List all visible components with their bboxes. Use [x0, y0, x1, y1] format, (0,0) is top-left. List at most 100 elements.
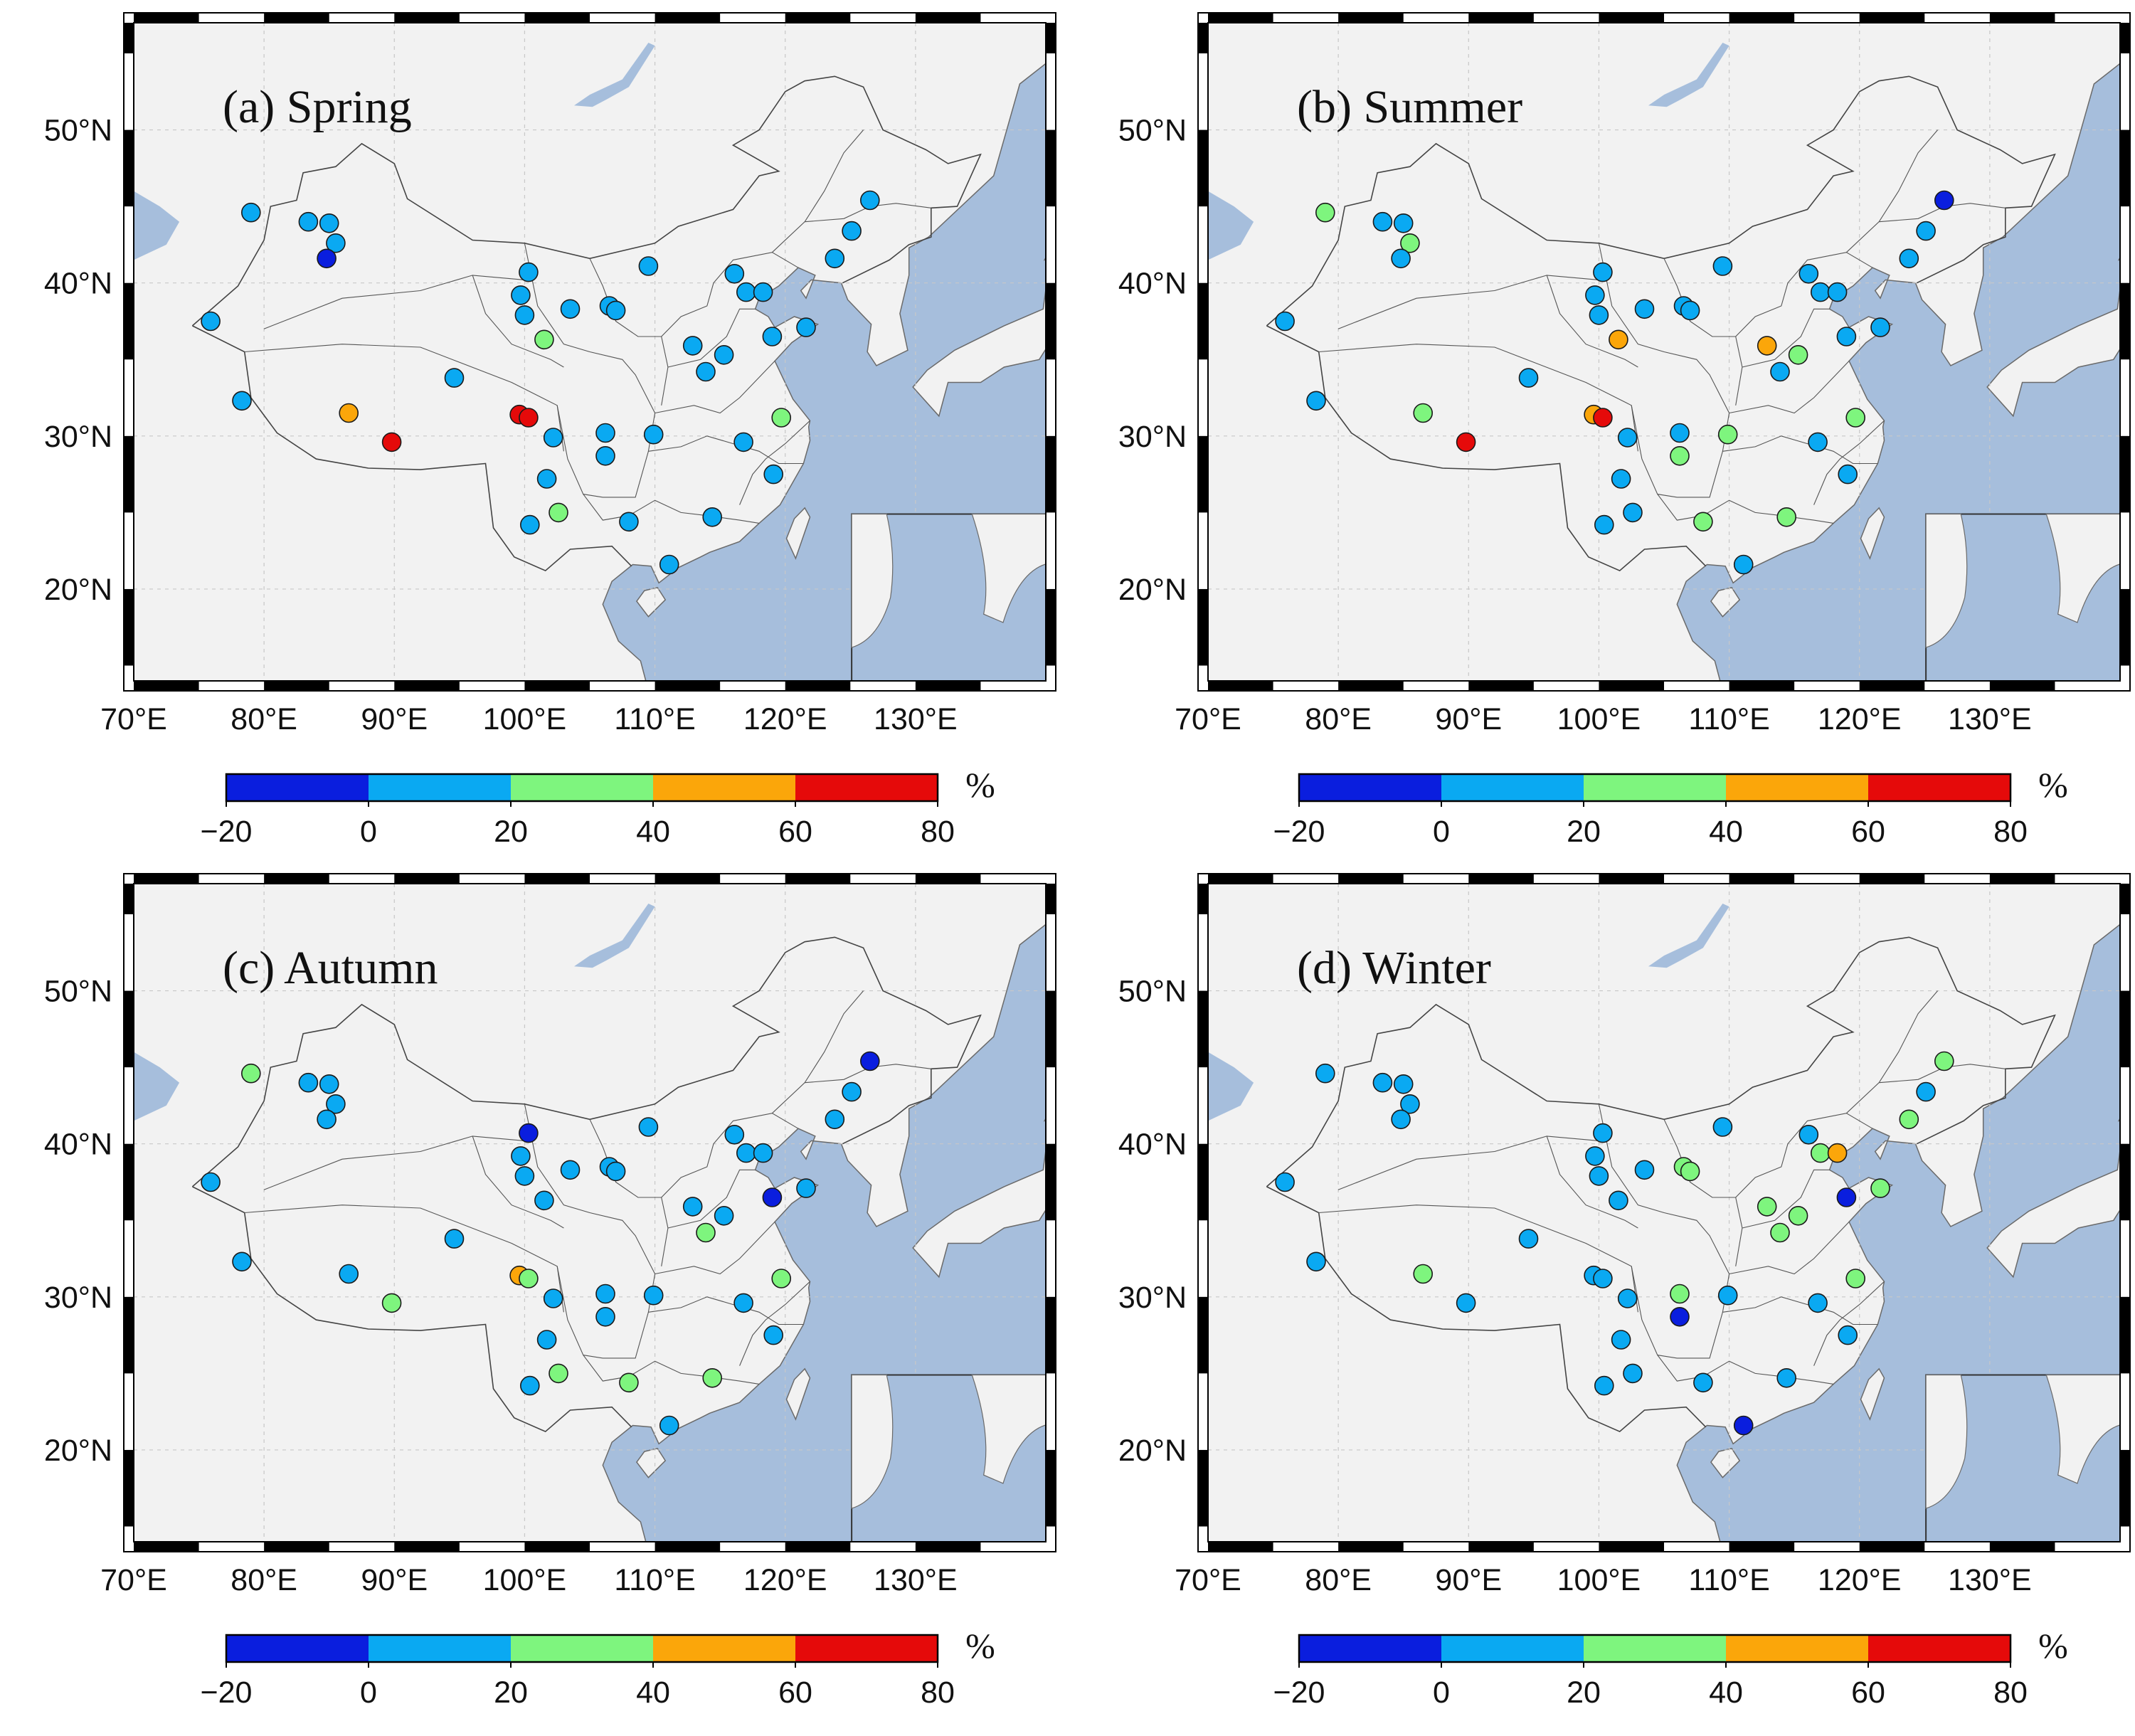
island	[912, 1146, 1046, 1279]
colorbar-segment	[369, 1635, 511, 1662]
x-tick-label: 130°E	[1948, 702, 2032, 736]
island	[2117, 1117, 2120, 1122]
x-tick-label: 110°E	[1688, 702, 1769, 736]
station-marker	[319, 1074, 339, 1094]
colorbar-segment	[653, 774, 795, 801]
station-marker	[1733, 1415, 1754, 1436]
x-tick-label: 120°E	[1818, 1563, 1902, 1597]
station-marker	[714, 344, 734, 365]
station-marker	[1899, 248, 1919, 269]
station-marker	[1899, 1109, 1919, 1130]
colorbar-a: −20 0 20 40 60 80%	[201, 765, 995, 849]
national-border-south	[192, 1186, 632, 1433]
x-tick-label: 90°E	[1435, 1563, 1502, 1597]
station-marker	[1670, 1307, 1690, 1327]
frame-segment	[524, 1542, 590, 1552]
colorbar-tick-label: −20	[1273, 1676, 1325, 1710]
station-marker	[1611, 1330, 1631, 1350]
station-marker	[1934, 1051, 1954, 1071]
island	[635, 586, 667, 618]
frame-segment	[124, 990, 134, 1068]
station-marker	[240, 202, 261, 223]
station-marker	[595, 423, 615, 443]
frame-segment	[264, 874, 329, 884]
station-marker	[595, 445, 615, 466]
frame-segment	[1338, 13, 1404, 23]
frame-segment	[1198, 884, 1208, 915]
colorbar-segment	[1584, 1635, 1726, 1662]
station-marker	[1811, 1143, 1831, 1163]
station-marker	[514, 305, 535, 325]
colorbar-tick-label: 80	[1993, 815, 2028, 849]
station-marker	[1776, 1368, 1796, 1388]
province-border	[655, 1222, 775, 1275]
colorbar-unit: %	[965, 1626, 995, 1666]
frame-segment	[1468, 681, 1534, 691]
frame-segment	[1046, 1296, 1056, 1374]
station-marker	[1934, 190, 1954, 211]
station-marker	[619, 1372, 639, 1393]
y-tick-label: 50°N	[44, 975, 112, 1009]
province-border	[263, 275, 525, 329]
lake-baikal	[574, 904, 655, 968]
frame-segment	[1208, 681, 1273, 691]
colorbar-segment	[1299, 774, 1441, 801]
station-marker	[1845, 1269, 1865, 1288]
x-tick-label: 90°E	[361, 1563, 428, 1597]
island	[635, 1447, 667, 1478]
station-marker	[1680, 300, 1700, 321]
station-marker	[643, 424, 664, 445]
station-marker	[724, 1125, 745, 1145]
frame-segment	[1859, 13, 1925, 23]
station-marker	[1518, 1229, 1539, 1249]
colorbar-tick-label: 60	[1851, 815, 1885, 849]
frame-segment	[1989, 13, 2055, 23]
province-border	[1546, 1136, 1638, 1229]
station-marker	[696, 1222, 716, 1243]
frame-segment	[785, 13, 851, 23]
frame-segment	[1046, 884, 1056, 915]
y-tick-label: 50°N	[1118, 975, 1187, 1009]
station-marker	[1372, 211, 1393, 232]
station-marker	[659, 554, 679, 575]
station-marker	[1456, 1293, 1476, 1313]
frame-segment	[394, 874, 460, 884]
frame-segment	[1729, 13, 1795, 23]
station-marker	[536, 469, 557, 489]
lake-baikal	[574, 43, 655, 107]
frame-segment	[1729, 874, 1795, 884]
colorbar-tick-label: 0	[360, 1676, 377, 1710]
station-marker	[534, 329, 554, 350]
colorbar-outline	[225, 773, 939, 803]
station-marker	[339, 403, 359, 423]
y-tick-label: 30°N	[44, 1281, 112, 1315]
y-tick-label: 20°N	[44, 573, 112, 607]
station-marker	[1757, 1197, 1777, 1217]
frame-segment	[1046, 1143, 1056, 1221]
station-marker	[319, 213, 339, 233]
frame-segment	[264, 1542, 329, 1552]
frame-segment	[2120, 1296, 2130, 1374]
province-border	[648, 1296, 804, 1325]
colorbar-segment	[653, 1635, 795, 1662]
lake-baikal	[1648, 904, 1729, 968]
y-tick-label: 30°N	[44, 420, 112, 454]
frame-segment	[124, 884, 134, 915]
frame-segment	[1989, 1542, 2055, 1552]
colorbar-tick-label: 60	[778, 815, 812, 849]
station-marker	[1456, 432, 1476, 452]
station-marker	[1916, 221, 1936, 241]
colorbar-segment	[1299, 1635, 1441, 1662]
y-tick-label: 50°N	[1118, 114, 1187, 148]
frame-segment	[1729, 1542, 1795, 1552]
frame-segment	[1338, 874, 1404, 884]
frame-segment	[1859, 874, 1925, 884]
colorbar-segment	[1441, 774, 1584, 801]
station-marker	[724, 263, 745, 284]
station-marker	[638, 256, 659, 276]
x-tick-label: 70°E	[1175, 702, 1241, 736]
province-border	[472, 1136, 564, 1229]
colorbar-tick-label: 80	[1993, 1676, 2028, 1710]
province-border	[667, 308, 756, 368]
frame-segment	[785, 874, 851, 884]
